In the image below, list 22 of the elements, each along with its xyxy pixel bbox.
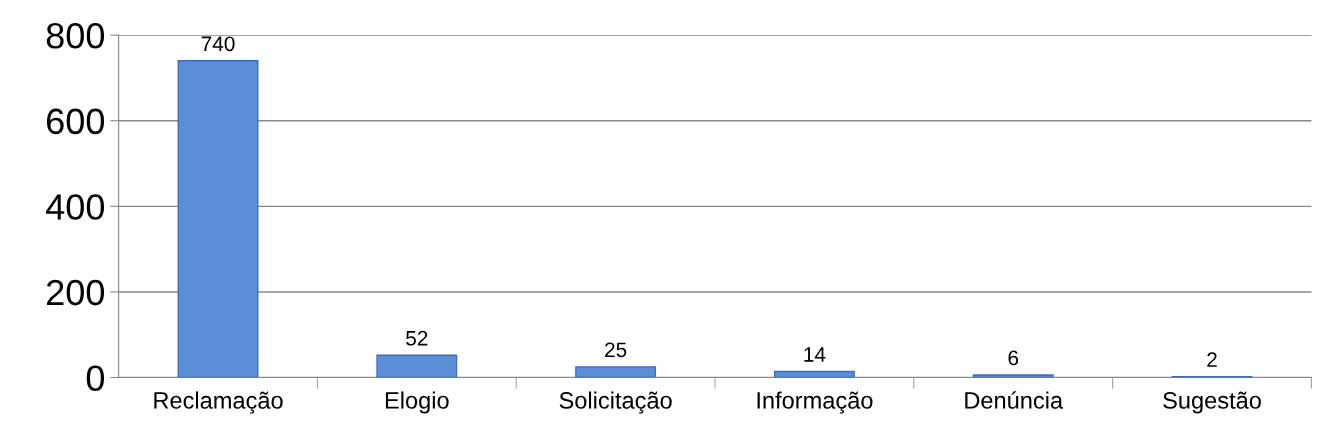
data-label: 14	[804, 347, 826, 362]
bar	[575, 366, 657, 378]
bar	[376, 354, 458, 378]
y-tick-label: 600	[47, 108, 105, 135]
y-tick-label: 800	[46, 22, 105, 49]
data-label: 2	[1207, 352, 1217, 367]
x-tick-label: Elogio	[385, 391, 449, 414]
x-tick-label: Solicitação	[559, 391, 672, 414]
data-label: 6	[1008, 350, 1019, 366]
data-label: 25	[605, 342, 627, 358]
data-label: 52	[406, 330, 428, 346]
bar	[773, 370, 855, 378]
data-label: 740	[201, 36, 235, 52]
x-tick-label: Denúncia	[965, 391, 1064, 409]
y-tick-label: 200	[47, 279, 105, 306]
x-tick-label: Reclamação	[154, 391, 283, 414]
bar	[972, 374, 1054, 378]
y-tick-label: 400	[46, 194, 105, 220]
x-tick-label: Sugestão	[1163, 391, 1261, 414]
y-tick-label: 0	[86, 365, 105, 391]
x-tick-label: Informação	[757, 391, 873, 414]
bar	[177, 60, 259, 378]
